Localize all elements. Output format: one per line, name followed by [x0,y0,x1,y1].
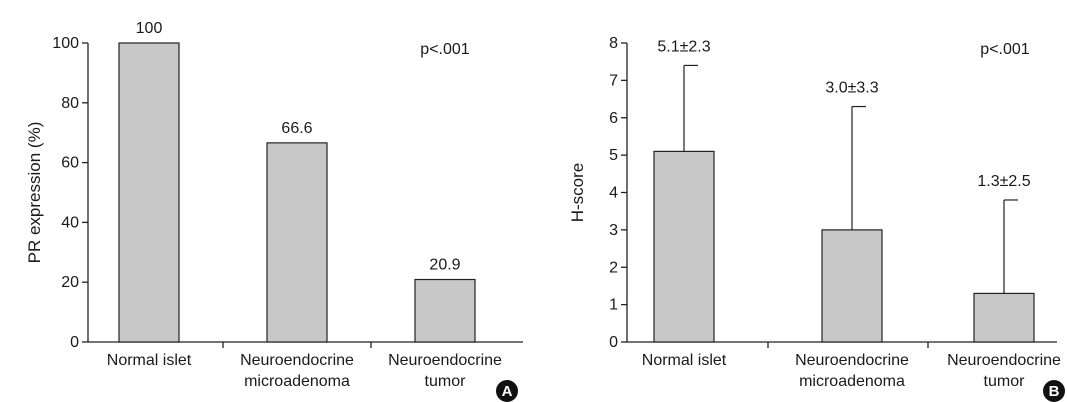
panel-b-y-tick-label: 5 [609,147,618,164]
panel-b-data-label: 3.0±3.3 [825,80,878,97]
panel-b-bar [973,292,1035,343]
panel-a-bar [414,278,476,343]
panel-a-y-tick-label: 40 [61,214,79,231]
panel-a-y-tick-label: 80 [61,95,79,112]
panel-a-p-value: p<.001 [420,41,469,58]
panel-a-y-tick-label: 0 [70,334,79,351]
panel-b-category-label: Neuroendocrine [947,352,1061,369]
panel-a-bar [118,42,180,343]
panel-b-badge [1043,380,1065,402]
panel-a-category-label: Neuroendocrine [388,352,502,369]
panel-a-data-label: 20.9 [429,257,460,274]
panel-a-bar [266,142,328,343]
panel-a-badge-letter: A [502,383,513,400]
panel-a-y-axis-title: PR expression (%) [25,122,44,264]
panel-b-category-label: microadenoma [799,373,905,390]
panel-b-badge-letter: B [1049,383,1060,400]
panel-b-p-value: p<.001 [980,41,1029,58]
panel-a-y-tick-label: 100 [52,35,79,52]
panel-a-y-tick-label: 20 [61,274,79,291]
panel-b-bar [821,229,883,343]
panel-b-y-tick-label: 0 [609,334,618,351]
panel-b-category-label: tumor [984,373,1026,390]
panel-b-data-label: 5.1±2.3 [657,38,710,55]
panel-b-y-axis-title: H-score [568,163,587,223]
panel-b-data-label: 1.3±2.5 [977,173,1030,190]
panel-b-y-tick-label: 4 [609,185,618,202]
panel-b-y-tick-label: 1 [609,297,618,314]
panel-b-y-tick-label: 3 [609,222,618,239]
panel-a-category-label: microadenoma [244,373,350,390]
panel-a-badge [496,380,518,402]
panel-a-category-label: tumor [425,373,467,390]
panel-b-bar [653,150,715,343]
panel-a-y-tick-label: 60 [61,155,79,172]
panel-b-y-tick-label: 8 [609,35,618,52]
panel-b-category-label: Neuroendocrine [795,352,909,369]
panel-a-category-label: Normal islet [107,352,192,369]
panel-a-category-label: Neuroendocrine [240,352,354,369]
panel-b-y-tick-label: 2 [609,259,618,276]
panel-b-category-label: Normal islet [642,352,727,369]
panel-b-y-tick-label: 6 [609,110,618,127]
panel-b-y-tick-label: 7 [609,72,618,89]
panel-a-data-label: 66.6 [281,120,312,137]
panel-a-data-label: 100 [136,20,163,37]
